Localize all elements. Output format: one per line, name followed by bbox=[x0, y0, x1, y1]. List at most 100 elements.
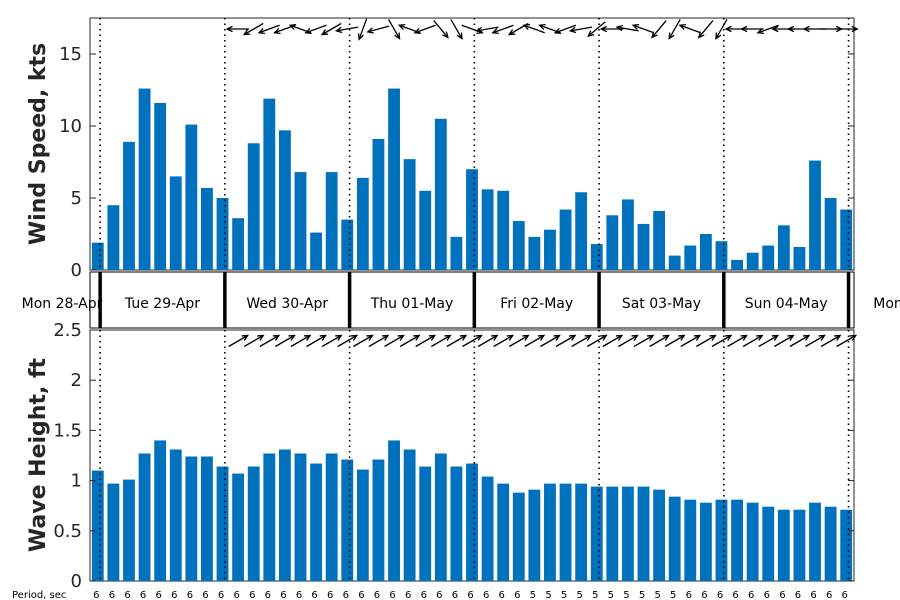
wave-direction-arrow bbox=[633, 334, 655, 348]
wave-direction-arrow bbox=[524, 334, 546, 348]
period-value: 6 bbox=[779, 590, 785, 600]
wave-bar bbox=[497, 483, 510, 581]
day-label: Wed 30-Apr bbox=[246, 296, 328, 312]
wave-direction-arrow bbox=[384, 334, 405, 348]
period-value: 5 bbox=[623, 590, 629, 600]
wind-bar bbox=[388, 88, 400, 270]
wind-direction-arrow bbox=[568, 26, 593, 34]
wind-bar bbox=[512, 221, 525, 270]
wind-direction-arrow bbox=[587, 21, 606, 38]
wind-ytick-label: 10 bbox=[59, 116, 82, 137]
wave-direction-arrow bbox=[368, 334, 390, 348]
wave-direction-arrow bbox=[353, 334, 374, 348]
wave-direction-arrow bbox=[415, 334, 437, 348]
wind-bar bbox=[762, 245, 775, 270]
wave-bar bbox=[528, 489, 541, 581]
wave-bar bbox=[793, 509, 806, 581]
period-value: 5 bbox=[545, 590, 551, 600]
wind-direction-arrow bbox=[450, 19, 463, 40]
wave-direction-arrow bbox=[742, 334, 764, 348]
wave-ylabel: Wave Height, ft bbox=[26, 357, 51, 552]
wind-direction-arrow bbox=[835, 25, 859, 33]
wind-ytick-label: 0 bbox=[71, 260, 82, 281]
wave-ytick-label: 2.5 bbox=[53, 320, 82, 341]
wave-bar bbox=[809, 502, 821, 581]
period-value: 6 bbox=[717, 590, 723, 600]
day-strip-frame bbox=[89, 271, 855, 329]
wind-direction-arrow bbox=[225, 25, 250, 33]
wind-direction-arrow bbox=[366, 25, 390, 34]
wind-bar bbox=[372, 138, 385, 270]
wave-direction-arrow bbox=[727, 334, 748, 348]
wave-direction-arrow bbox=[540, 334, 561, 348]
wind-direction-arrow bbox=[387, 19, 401, 40]
wind-bar bbox=[668, 255, 681, 270]
period-value: 6 bbox=[686, 590, 692, 600]
period-value: 6 bbox=[93, 590, 99, 600]
wind-direction-arrow bbox=[631, 23, 655, 34]
wind-ytick-label: 5 bbox=[71, 188, 82, 209]
period-value: 6 bbox=[452, 590, 458, 600]
wave-bar bbox=[372, 459, 385, 581]
period-value: 5 bbox=[654, 590, 660, 600]
wind-bar bbox=[325, 172, 338, 270]
wind-bar bbox=[154, 102, 167, 271]
period-value: 6 bbox=[421, 590, 427, 600]
wind-bar bbox=[715, 241, 728, 270]
wave-bar bbox=[232, 473, 245, 581]
wind-direction-arrow bbox=[740, 25, 764, 33]
day-strip: Mon 28-Apr Tue 29-Apr Wed 30-Apr Thu 01-May… bbox=[22, 271, 900, 329]
wind-bar bbox=[575, 192, 588, 270]
wave-direction-arrow bbox=[618, 334, 639, 348]
period-value: 5 bbox=[670, 590, 676, 600]
wind-direction-arrow bbox=[491, 24, 514, 35]
wave-bar bbox=[356, 469, 369, 581]
wind-bar bbox=[746, 252, 759, 270]
period-value: 5 bbox=[639, 590, 645, 600]
wind-bar bbox=[653, 210, 666, 270]
wind-direction-arrow bbox=[668, 19, 681, 40]
wind-bar bbox=[403, 159, 416, 270]
wind-bar bbox=[247, 143, 260, 270]
period-value: 6 bbox=[140, 590, 146, 600]
wind-direction-arrow bbox=[433, 20, 449, 39]
wave-direction-arrow bbox=[259, 334, 281, 348]
day-label: Thu 01-May bbox=[370, 296, 454, 312]
wave-ytick-label: 1 bbox=[71, 471, 82, 492]
wind-direction-arrow bbox=[475, 26, 499, 34]
wave-height-panel: 0 0.5 1 1.5 2 2.5 Wave Height, ft bbox=[26, 320, 858, 592]
period-value: 6 bbox=[265, 590, 271, 600]
wave-bar bbox=[91, 470, 104, 581]
wave-bar bbox=[715, 499, 728, 581]
wave-bar bbox=[310, 463, 323, 581]
wind-bar bbox=[356, 177, 369, 270]
period-value: 5 bbox=[561, 590, 567, 600]
wave-bar bbox=[824, 506, 837, 581]
wave-direction-arrow bbox=[275, 334, 296, 348]
wave-bar bbox=[403, 449, 416, 581]
wave-direction-arrow bbox=[462, 334, 483, 348]
wind-bar bbox=[466, 169, 478, 270]
wave-direction-arrow bbox=[836, 334, 858, 348]
wave-direction-arrow bbox=[696, 334, 717, 348]
wave-bar bbox=[341, 459, 354, 581]
wave-direction-arrow bbox=[337, 334, 359, 348]
wind-bar bbox=[684, 245, 697, 270]
wind-direction-arrow bbox=[357, 18, 368, 41]
wave-bar bbox=[762, 506, 775, 581]
wind-bar bbox=[138, 88, 151, 270]
wind-direction-arrow bbox=[413, 24, 436, 35]
wind-bar bbox=[278, 130, 291, 270]
wind-ytick-label: 15 bbox=[59, 44, 82, 65]
wind-bar bbox=[341, 219, 354, 270]
wind-bar bbox=[559, 209, 572, 270]
wave-bar bbox=[169, 449, 182, 581]
wind-bar bbox=[216, 198, 229, 270]
wind-bar bbox=[699, 234, 712, 270]
wind-bar bbox=[528, 236, 541, 270]
wave-bar bbox=[154, 440, 167, 581]
wave-direction-arrow bbox=[430, 334, 452, 348]
wind-bar bbox=[450, 236, 463, 270]
period-value: 5 bbox=[530, 590, 536, 600]
wind-bar bbox=[481, 189, 494, 270]
